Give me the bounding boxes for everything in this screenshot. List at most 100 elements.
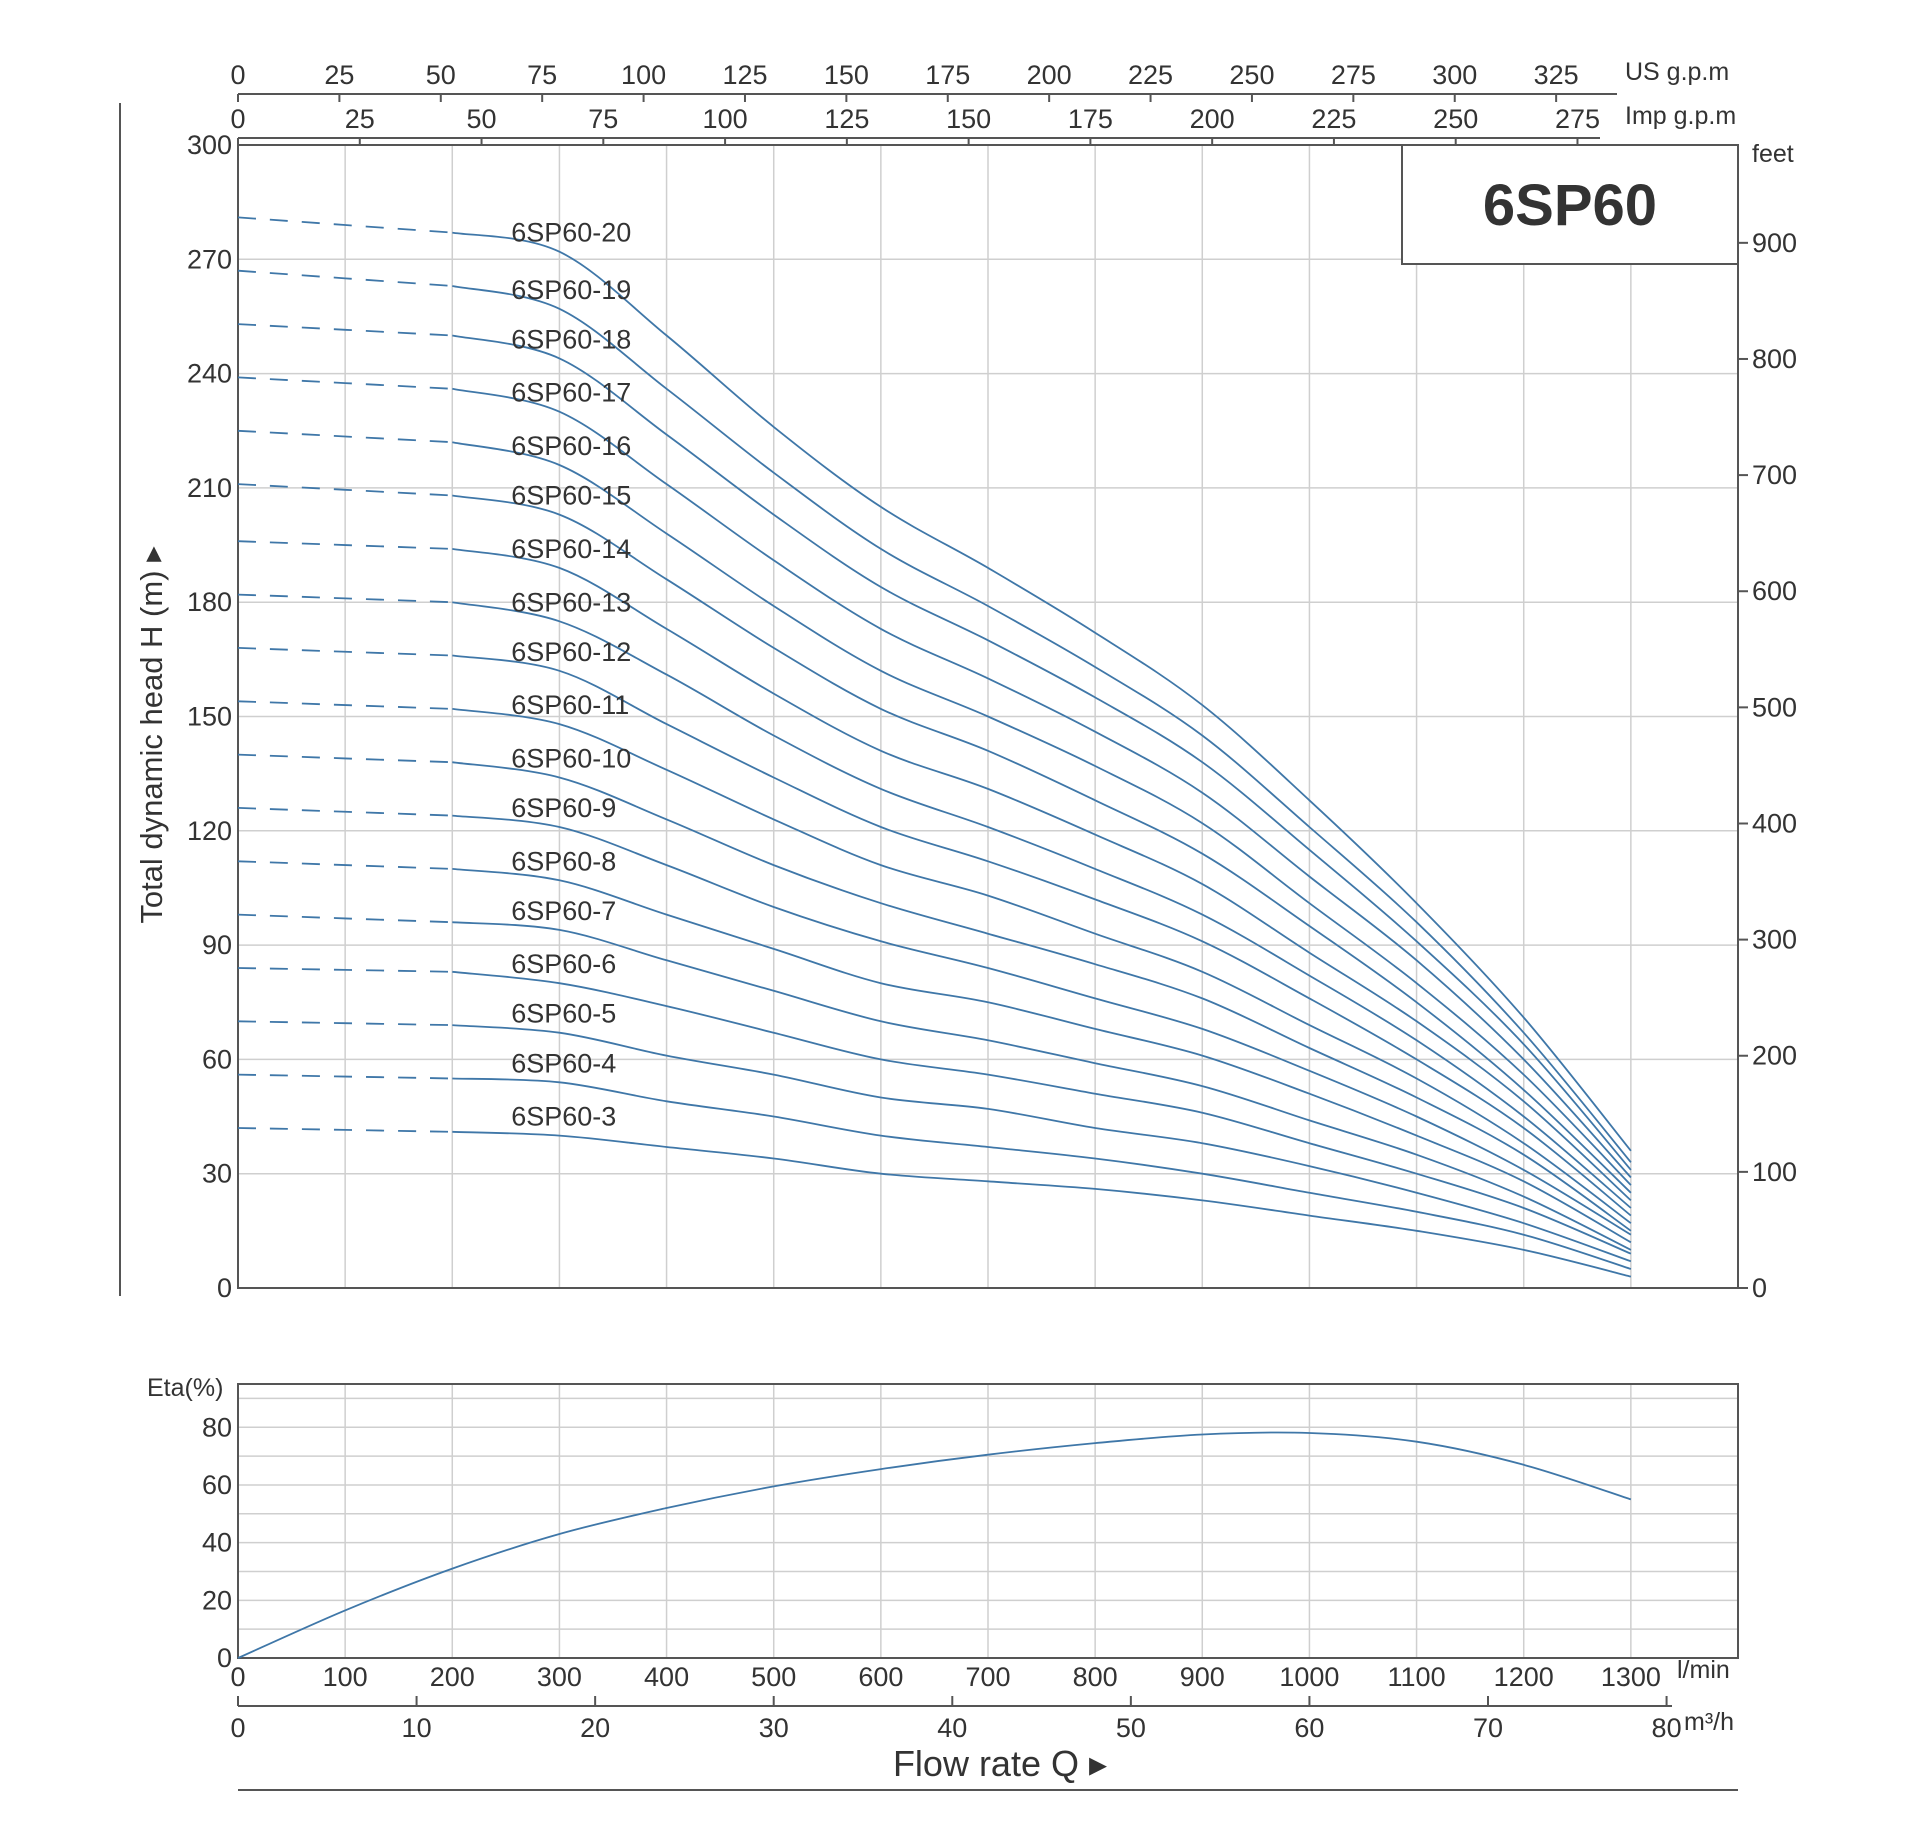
- head-curve-dashed-segment: [237, 913, 453, 924]
- feet-tick-label: 700: [1752, 460, 1797, 490]
- head-curve-6SP60-13: [452, 601, 1632, 1209]
- lmin-tick-label: 1100: [1388, 1662, 1446, 1692]
- lmin-tick-label: 300: [537, 1662, 582, 1692]
- y-tick-label: 90: [202, 930, 232, 960]
- model-title-box: [1401, 144, 1739, 265]
- head-curve-6SP60-3: [452, 1130, 1632, 1278]
- head-curve-dashed-segment: [237, 807, 453, 817]
- lmin-tick-label: 1000: [1279, 1662, 1339, 1692]
- head-curve-6SP60-18: [452, 334, 1632, 1171]
- head-curve-6SP60-6: [452, 970, 1632, 1255]
- us-gpm-tick-label: 225: [1128, 60, 1173, 90]
- y-tick-label: 150: [187, 702, 232, 732]
- feet-tick-label: 900: [1752, 228, 1797, 258]
- curve-label: 6SP60-10: [511, 743, 631, 773]
- eta-plot-frame: [237, 1383, 1739, 1659]
- us-gpm-tick-label: 50: [426, 60, 456, 90]
- head-curve-6SP60-11: [452, 708, 1632, 1224]
- lmin-tick-label: 0: [230, 1662, 245, 1692]
- imp-gpm-tick-label: 200: [1190, 104, 1235, 134]
- imp-gpm-tick-label: 25: [345, 104, 375, 134]
- feet-tick-label: 200: [1752, 1041, 1797, 1071]
- m3h-tick-label: 0: [230, 1713, 245, 1743]
- lmin-unit-label: l/min: [1677, 1656, 1730, 1684]
- us-gpm-tick-label: 75: [527, 60, 557, 90]
- m3h-tick-label: 80: [1652, 1713, 1682, 1743]
- imp-gpm-tick-label: 175: [1068, 104, 1113, 134]
- head-curve-dashed-segment: [237, 1020, 453, 1026]
- y-tick-label: 300: [187, 130, 232, 160]
- m3h-tick-label: 50: [1116, 1713, 1146, 1743]
- us-gpm-tick-label: 25: [324, 60, 354, 90]
- us-gpm-tick-label: 250: [1229, 60, 1274, 90]
- us-gpm-tick-label: 275: [1331, 60, 1376, 90]
- model-title: 6SP60: [1483, 173, 1657, 238]
- curve-label: 6SP60-20: [511, 218, 631, 248]
- head-curve-6SP60-17: [452, 387, 1632, 1179]
- curve-labels: 6SP60-20 6SP60-19 6SP60-18 6SP60-17 6SP60-16…: [511, 218, 631, 1132]
- head-curve-6SP60-7: [452, 921, 1632, 1251]
- us-gpm-unit-label: US g.p.m: [1625, 58, 1729, 86]
- eta-tick-label: 20: [202, 1585, 232, 1615]
- m3h-tick-label: 70: [1473, 1713, 1503, 1743]
- curve-label: 6SP60-16: [511, 431, 631, 461]
- eta-tick-label: 0: [217, 1643, 232, 1673]
- head-curve-6SP60-10: [452, 761, 1632, 1232]
- lmin-tick-label: 600: [858, 1662, 903, 1692]
- head-curve-6SP60-4: [452, 1077, 1632, 1270]
- lmin-tick-label: 100: [323, 1662, 368, 1692]
- imp-gpm-tick-label: 100: [703, 104, 748, 134]
- curve-label: 6SP60-4: [511, 1048, 616, 1078]
- head-curve-dashed-segment: [237, 269, 453, 287]
- lmin-tick-label: 700: [965, 1662, 1010, 1692]
- head-plot-frame: [237, 144, 1739, 1289]
- flow-axis-title: Flow rate Q ▸: [893, 1743, 1107, 1784]
- imp-gpm-tick-label: 150: [946, 104, 991, 134]
- curve-label: 6SP60-5: [511, 999, 616, 1029]
- us-gpm-tick-label: 200: [1027, 60, 1072, 90]
- curve-label: 6SP60-11: [511, 690, 629, 720]
- head-curve-dashed-segment: [237, 1073, 453, 1080]
- head-curve-dashed-segment: [237, 860, 453, 870]
- m3h-tick-label: 30: [759, 1713, 789, 1743]
- lmin-tick-label: 1300: [1601, 1662, 1661, 1692]
- head-curve-dashed-segment: [237, 593, 453, 604]
- head-curve-dashed-segment: [237, 483, 453, 497]
- curve-label: 6SP60-13: [511, 587, 631, 617]
- head-curve-6SP60-8: [452, 868, 1632, 1244]
- us-gpm-tick-label: 175: [925, 60, 970, 90]
- feet-tick-label: 300: [1752, 925, 1797, 955]
- feet-tick-label: 400: [1752, 808, 1797, 838]
- us-gpm-tick-label: 0: [230, 60, 245, 90]
- curve-label: 6SP60-17: [511, 378, 631, 408]
- curve-label: 6SP60-6: [511, 949, 616, 979]
- m3h-unit-label: m³/h: [1684, 1708, 1734, 1736]
- curve-label: 6SP60-14: [511, 534, 631, 564]
- feet-unit-label: feet: [1752, 140, 1794, 168]
- lmin-tick-label: 500: [751, 1662, 796, 1692]
- eta-tick-label: 40: [202, 1528, 232, 1558]
- curve-label: 6SP60-12: [511, 637, 631, 667]
- head-curve-dashed-segment: [237, 967, 453, 973]
- head-curve-dashed-segment: [237, 216, 453, 234]
- head-curve-dashed-segment: [237, 647, 453, 657]
- y-tick-label: 270: [187, 244, 232, 274]
- head-curve-6SP60-12: [452, 654, 1632, 1217]
- m3h-tick-label: 20: [580, 1713, 610, 1743]
- y-tick-label: 180: [187, 587, 232, 617]
- head-curve-panel: 6SP60-20 6SP60-19 6SP60-18 6SP60-17 6SP60-16…: [119, 58, 1797, 1303]
- y-tick-label: 60: [202, 1044, 232, 1074]
- us-gpm-tick-label: 150: [824, 60, 869, 90]
- feet-tick-label: 800: [1752, 344, 1797, 374]
- head-curve-dashed-segment: [237, 1127, 453, 1133]
- eta-tick-label: 60: [202, 1470, 232, 1500]
- eta-curve: [237, 1431, 1632, 1659]
- imp-gpm-tick-label: 225: [1311, 104, 1356, 134]
- m3h-tick-label: 60: [1294, 1713, 1324, 1743]
- head-curve-dashed-segment: [237, 323, 453, 337]
- y-tick-label: 120: [187, 816, 232, 846]
- y-tick-label: 0: [217, 1273, 232, 1303]
